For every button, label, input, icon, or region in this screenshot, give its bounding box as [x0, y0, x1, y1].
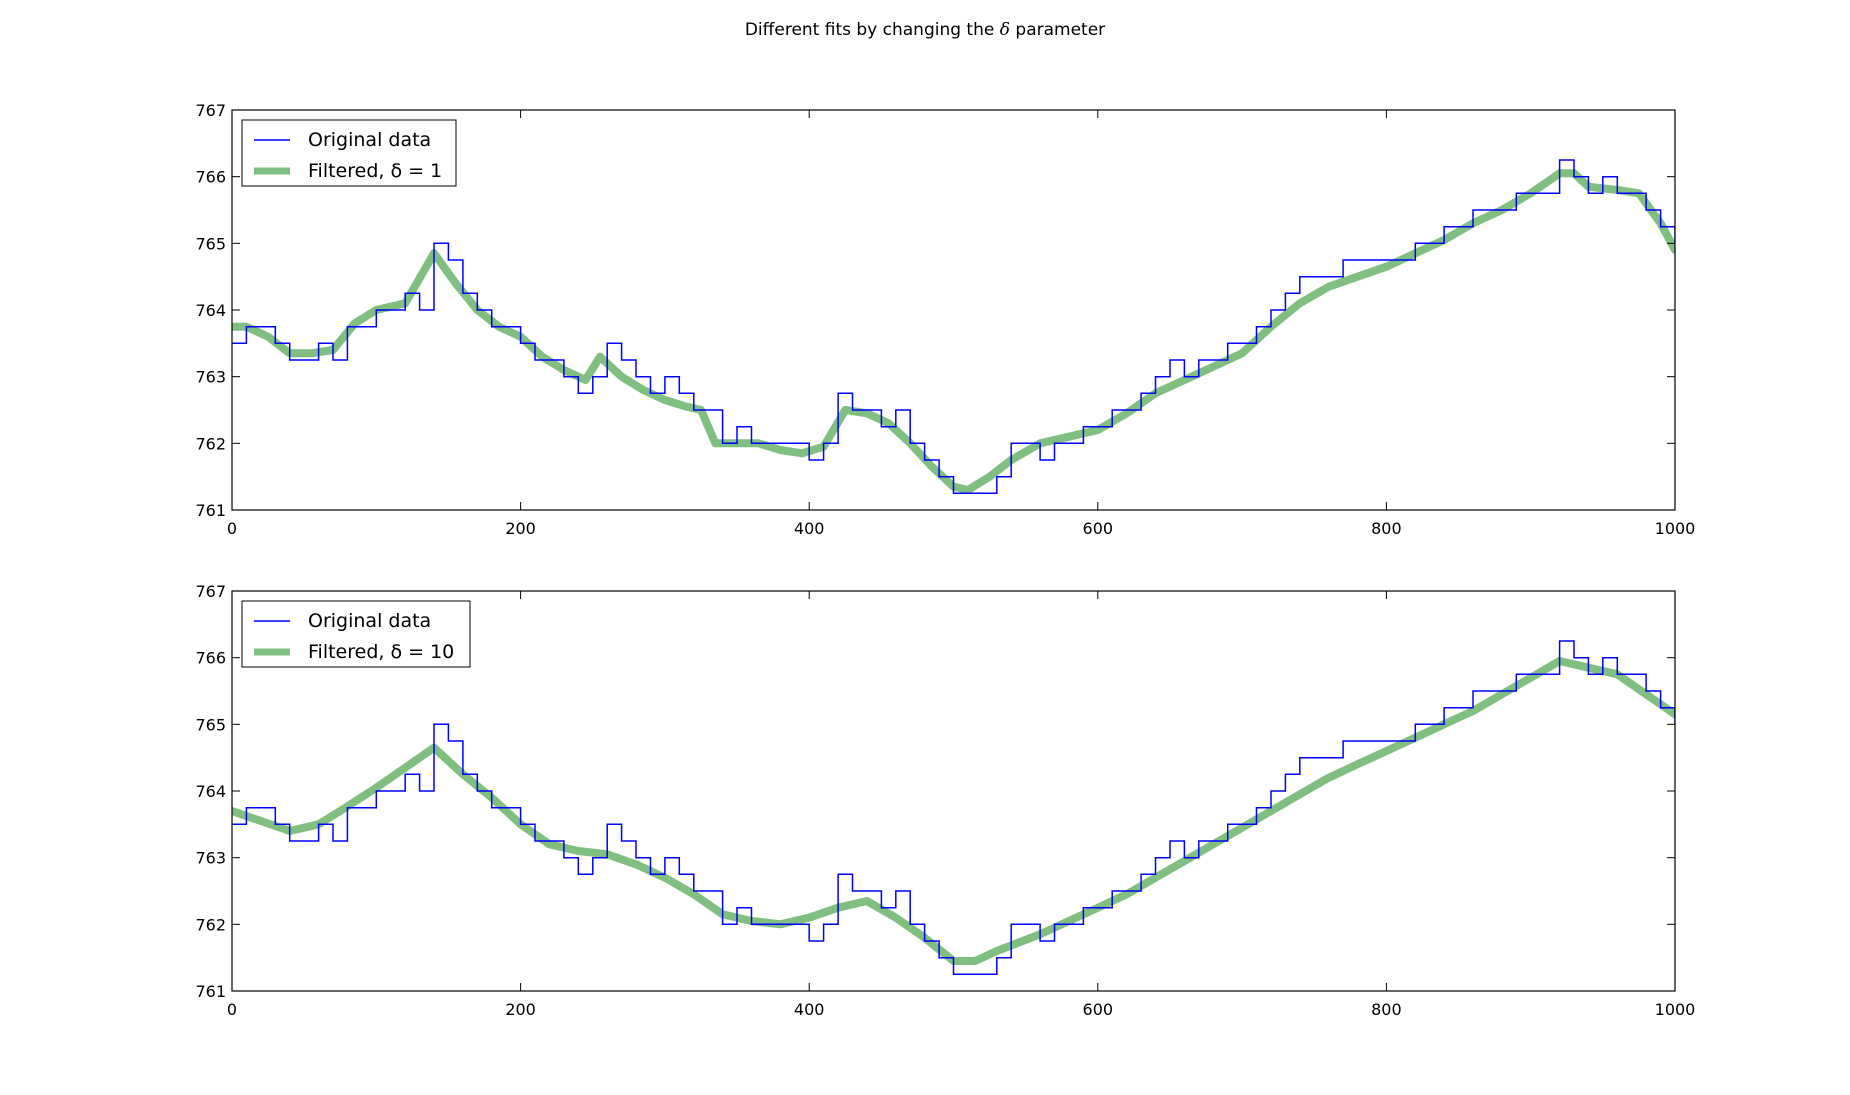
y-tick-label: 763: [195, 849, 226, 868]
series-line-filtered: [232, 169, 1675, 494]
x-tick-label: 1000: [1655, 519, 1696, 538]
x-tick-label: 600: [1083, 519, 1114, 538]
x-tick-label: 400: [794, 1000, 825, 1019]
y-tick-label: 767: [195, 582, 226, 601]
series-line-original: [232, 159, 1675, 495]
x-tick-label: 800: [1371, 1000, 1402, 1019]
chart-panel-2: 0 200 400 600 800 1000 761 762 763 764 765 766 767 Or…: [195, 582, 1695, 1019]
series-line-original: [232, 640, 1675, 976]
x-tick-label: 400: [794, 519, 825, 538]
figure-title-post: parameter: [1010, 20, 1106, 40]
legend-label: Filtered, δ = 1: [308, 160, 442, 182]
figure-title: Different fits by changing the δ paramet…: [0, 20, 1850, 40]
legend-box: [241, 119, 457, 187]
x-tick-label: 200: [505, 519, 536, 538]
x-tick-label: 600: [1083, 1000, 1114, 1019]
figure-title-pre: Different fits by changing the: [744, 20, 1000, 40]
y-tick-label: 762: [195, 434, 226, 453]
legend-label: Original data: [308, 610, 431, 632]
y-tick-label: 765: [195, 715, 226, 734]
y-tick-label: 762: [195, 915, 226, 934]
x-tick-label: 1000: [1655, 1000, 1696, 1019]
series-line-filtered: [232, 657, 1675, 965]
y-tick-label: 761: [195, 982, 226, 1001]
y-tick-label: 761: [195, 501, 226, 520]
y-tick-label: 763: [195, 368, 226, 387]
y-tick-label: 766: [195, 649, 226, 668]
figure-title-symbol: δ: [999, 20, 1010, 40]
y-tick-label: 764: [195, 301, 226, 320]
chart-panel-1: 0 200 400 600 800 1000 761 762 763 764 765 766 767 Or…: [195, 101, 1695, 538]
y-tick-label: 765: [195, 234, 226, 253]
y-tick-label: 764: [195, 782, 226, 801]
y-tick-label: 766: [195, 168, 226, 187]
x-tick-label: 0: [227, 519, 237, 538]
legend-label: Filtered, δ = 10: [308, 641, 454, 663]
y-tick-label: 767: [195, 101, 226, 120]
x-tick-label: 800: [1371, 519, 1402, 538]
x-tick-label: 0: [227, 1000, 237, 1019]
legend-box: [241, 600, 471, 668]
legend-label: Original data: [308, 129, 431, 151]
x-tick-label: 200: [505, 1000, 536, 1019]
